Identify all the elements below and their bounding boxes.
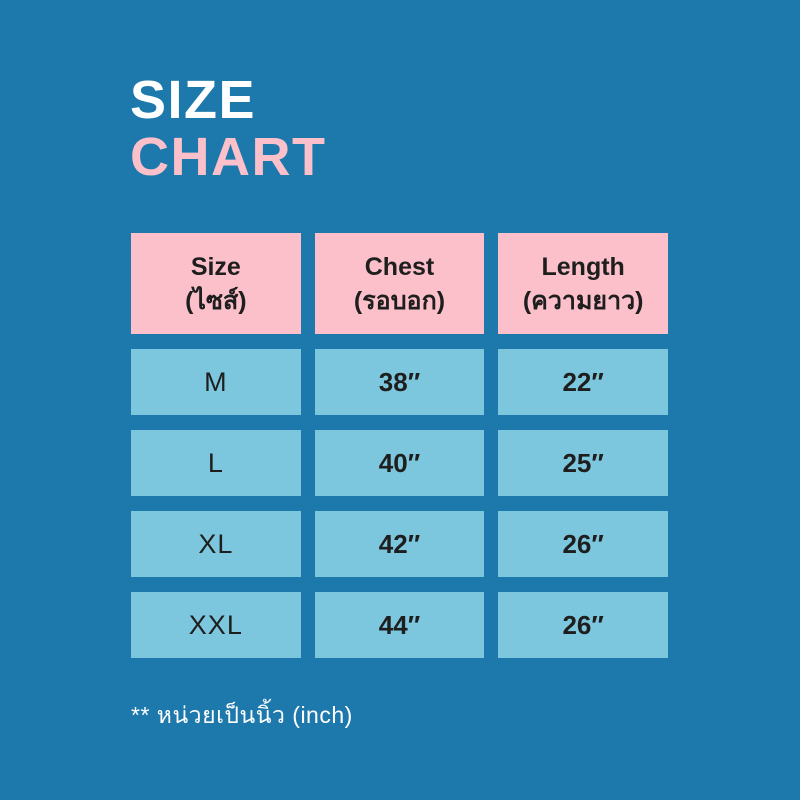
row-l-size-cell: L [131,430,301,496]
row-xl-size-cell: XL [131,511,301,577]
title-size: SIZE [130,70,257,130]
row-xl-chest-cell: 42″ [314,511,485,577]
header-chest: Chest (รอบอก) [314,233,485,334]
row-xl-length-cell: 26″ [498,511,668,577]
header-chest-th: (รอบอก) [353,286,446,315]
row-m-size-cell: M [131,349,301,415]
header-length-th: (ความยาว) [522,286,644,315]
header-size: Size (ไซส์) [131,233,301,334]
row-m-chest-cell: 38″ [314,349,485,415]
row-xxl-size-cell: XXL [131,592,301,658]
header-length: Length (ความยาว) [498,233,668,334]
header-size-th: (ไซส์) [185,286,247,315]
row-m-length-cell: 22″ [498,349,668,415]
page-title: SIZE CHART [130,72,326,186]
header-chest-en: Chest [364,252,435,281]
title-chart: CHART [130,127,327,187]
size-chart-table: Size (ไซส์) Chest (รอบอก) Length (ความยา… [131,233,668,658]
header-size-en: Size [190,252,241,281]
row-xxl-length-cell: 26″ [498,592,668,658]
unit-footnote: ** หน่วยเป็นนิ้ว (inch) [131,702,353,728]
row-l-length-cell: 25″ [498,430,668,496]
row-xxl-chest-cell: 44″ [314,592,485,658]
header-length-en: Length [541,252,625,281]
row-l-chest-cell: 40″ [314,430,485,496]
